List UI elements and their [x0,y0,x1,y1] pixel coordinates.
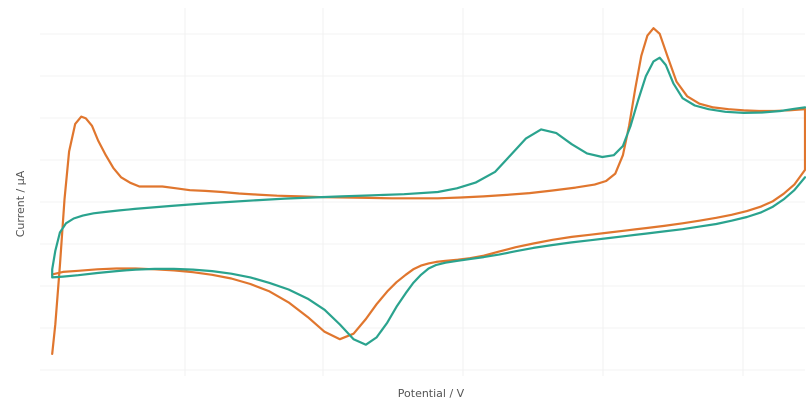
y-axis-title: Current / µA [14,170,27,237]
grid [40,8,805,376]
series-line-2 [51,56,806,346]
series-layer [51,27,806,355]
series-line-1 [51,27,806,355]
x-axis-title: Potential / V [398,387,465,400]
